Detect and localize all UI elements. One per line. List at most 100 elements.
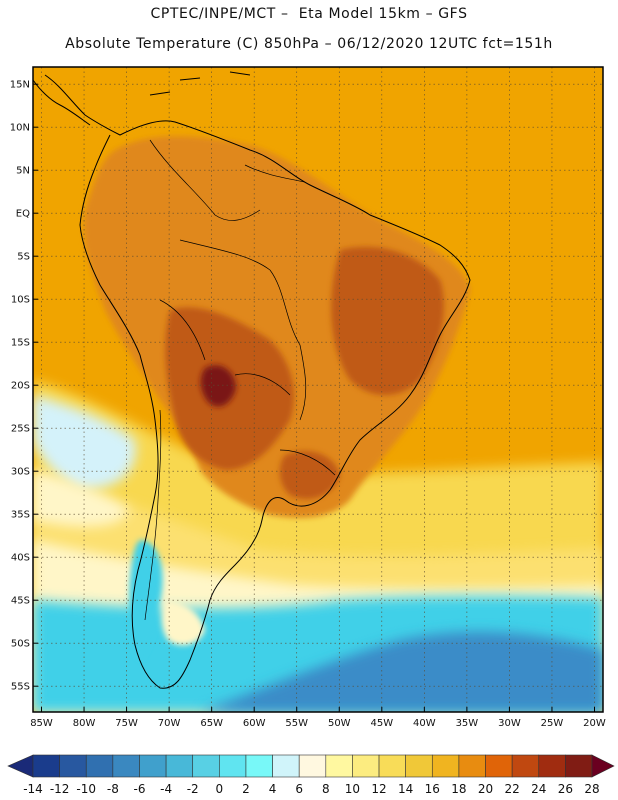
colorbar-swatch <box>565 754 593 778</box>
lon-tick-label: 20W <box>583 718 606 729</box>
pacific-cool-tongue <box>33 395 136 490</box>
country-borders <box>144 139 336 621</box>
border-colombia-venezuela <box>149 139 261 221</box>
lat-tick-label: 10N <box>10 123 30 134</box>
lon-tick-label: 60W <box>243 718 266 729</box>
pacific-pale-area <box>33 470 130 527</box>
lon-tick-label: 50W <box>328 718 351 729</box>
colorbar-tick-label: -12 <box>50 782 70 796</box>
colorbar-tick-label: 26 <box>558 782 573 796</box>
band-cold <box>200 631 603 712</box>
colorbar-swatch <box>325 754 353 778</box>
lon-tick-label: 40W <box>413 718 436 729</box>
colorbar-tick-label: -8 <box>107 782 119 796</box>
border-peru-bolivia <box>159 299 206 361</box>
coastline <box>33 71 471 689</box>
lon-tick-label: 35W <box>456 718 479 729</box>
border-guianas <box>244 164 306 183</box>
colorbar-swatch <box>165 754 194 778</box>
temperature-field <box>33 67 603 712</box>
colorbar-tick-label: 2 <box>242 782 250 796</box>
colorbar-tick-label: 0 <box>216 782 224 796</box>
colorbar-swatch <box>352 754 380 778</box>
brazil-hot-core <box>331 246 444 395</box>
graticule <box>33 67 603 712</box>
colorbar-tick-label: 16 <box>425 782 440 796</box>
lon-tick-label: 65W <box>200 718 223 729</box>
border-brazil-uruguay <box>279 449 336 476</box>
colorbar-tick-label: -2 <box>187 782 199 796</box>
colorbar-swatch <box>112 754 140 778</box>
lat-tick-label: 15S <box>11 338 30 349</box>
lat-tick-label: 40S <box>11 553 30 564</box>
lat-tick-label: 35S <box>11 510 30 521</box>
colorbar-tick-label: 20 <box>478 782 493 796</box>
colorbar-tick-label: -10 <box>76 782 96 796</box>
lat-tick-label: 15N <box>10 80 30 91</box>
lat-tick-label: 20S <box>11 381 30 392</box>
lon-tick-label: 80W <box>73 718 96 729</box>
colorbar-tick-label: 12 <box>371 782 386 796</box>
colorbar-swatch <box>59 754 87 778</box>
colorbar-swatch <box>85 754 114 778</box>
colorbar-swatch <box>458 754 486 778</box>
lat-tick-label: 5N <box>16 166 30 177</box>
patagonia-pale <box>161 600 205 646</box>
colorbar-tick-label: 18 <box>451 782 466 796</box>
colorbar-tick-label: 24 <box>531 782 546 796</box>
lon-tick-label: 30W <box>498 718 521 729</box>
lat-tick-label: 50S <box>11 639 30 650</box>
colorbar-tick-label: 28 <box>584 782 599 796</box>
chaco-max <box>200 365 236 407</box>
colorbar-swatch <box>378 754 406 778</box>
colorbar-swatch <box>511 754 540 778</box>
south-america-outline <box>44 74 471 689</box>
lon-tick-label: 45W <box>370 718 393 729</box>
colorbar-tick-label: 14 <box>398 782 413 796</box>
lat-tick-label: 55S <box>11 682 30 693</box>
lat-tick-label: 25S <box>11 424 30 435</box>
lon-tick-label: 25W <box>541 718 564 729</box>
colorbar-swatch <box>245 754 273 778</box>
lat-tick-label: EQ <box>16 209 30 220</box>
lat-tick-label: 45S <box>11 596 30 607</box>
lat-tick-label: 5S <box>17 252 30 263</box>
colorbar-swatch <box>32 754 60 778</box>
colorbar-swatch <box>192 754 220 778</box>
lon-tick-label: 75W <box>115 718 138 729</box>
lon-tick-label: 55W <box>285 718 308 729</box>
colorbar-tick-label: 10 <box>345 782 360 796</box>
colorbar-over-arrow <box>591 754 615 778</box>
latitude-labels: 15N 10N 5N EQ 5S 10S 15S 20S 25S 30S 35S 40S 45S 50S 5… <box>10 80 38 693</box>
chart-title: CPTEC/INPE/MCT – Eta Model 15km – GFS <box>150 6 468 22</box>
colorbar-tick-label: 4 <box>269 782 277 796</box>
central-america-outline <box>33 79 91 126</box>
colorbar-swatch <box>431 754 460 778</box>
colorbar-tick-label: 6 <box>295 782 303 796</box>
colorbar-tick-label: 8 <box>322 782 330 796</box>
colorbar-swatch <box>219 754 247 778</box>
lat-tick-label: 30S <box>11 467 30 478</box>
chart-subtitle: Absolute Temperature (C) 850hPa – 06/12/… <box>65 36 553 52</box>
colorbar-tick-label: 22 <box>505 782 520 796</box>
border-paraguay <box>234 373 291 396</box>
colorbar <box>7 754 615 778</box>
colorbar-tick-label: -14 <box>23 782 43 796</box>
lon-tick-label: 70W <box>158 718 181 729</box>
colorbar-tick-label: -6 <box>133 782 145 796</box>
map-frame <box>32 66 604 713</box>
longitude-labels: 85W 80W 75W 70W 65W 60W 55W 50W 45W 40W 35W 30W 25W 2… <box>30 707 606 729</box>
colorbar-tick-label: -4 <box>160 782 172 796</box>
uruguay-hot-spot <box>279 451 340 499</box>
colorbar-swatch <box>485 754 513 778</box>
border-brazil-west <box>179 239 307 421</box>
lat-tick-label: 10S <box>11 295 30 306</box>
border-chile-argentina <box>144 409 162 621</box>
colorbar-swatch <box>405 754 433 778</box>
colorbar-swatch <box>298 754 327 778</box>
caribbean-islands <box>149 71 251 96</box>
lon-tick-label: 85W <box>30 718 53 729</box>
colorbar-under-arrow <box>7 754 34 778</box>
colorbar-swatch <box>139 754 167 778</box>
